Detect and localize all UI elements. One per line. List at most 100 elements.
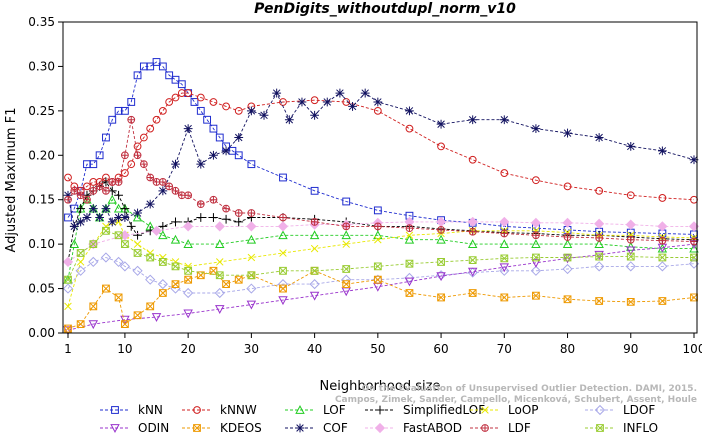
data-point [658, 236, 667, 245]
data-point [127, 160, 136, 169]
data-point [373, 97, 383, 107]
data-point [532, 291, 540, 300]
data-point [689, 243, 699, 253]
data-point [214, 221, 225, 232]
data-point [335, 88, 345, 98]
y-tick-label: 0.25 [28, 104, 55, 118]
data-point [563, 233, 572, 241]
data-point [234, 106, 243, 115]
legend-swatch-marker [193, 406, 201, 414]
data-point [146, 124, 155, 133]
data-point [196, 93, 205, 102]
data-point [562, 217, 573, 228]
data-point [297, 97, 307, 107]
legend-item-lof: LOF [285, 403, 346, 417]
data-point [531, 258, 541, 268]
data-point [62, 256, 74, 268]
series-layer [62, 58, 700, 336]
legend-item-fastabod: FastABOD [365, 421, 462, 434]
data-point [107, 217, 117, 227]
data-point [500, 229, 509, 238]
data-point [626, 252, 635, 261]
series-line-cof [67, 92, 695, 228]
data-point [184, 191, 193, 200]
data-point [132, 265, 143, 276]
x-tick-label: 1 [64, 342, 72, 356]
data-point [121, 151, 129, 160]
data-point [222, 204, 230, 213]
legend-item-ldof: LDOF [585, 403, 655, 417]
data-point [310, 186, 319, 195]
data-point [234, 209, 243, 217]
data-point [64, 173, 72, 182]
data-point [152, 115, 161, 124]
data-point [342, 222, 351, 231]
data-point [64, 195, 72, 204]
data-point [279, 266, 287, 275]
data-point [101, 204, 111, 213]
data-point [133, 230, 142, 240]
data-point [436, 119, 446, 129]
data-point [562, 263, 573, 275]
data-point [158, 289, 167, 297]
data-point [132, 212, 143, 222]
data-point [76, 204, 86, 213]
data-point [158, 230, 168, 240]
data-point [657, 261, 668, 272]
data-point [89, 302, 98, 311]
data-point [689, 155, 699, 165]
data-point [88, 256, 99, 268]
data-point [404, 234, 415, 244]
data-point [158, 178, 167, 186]
legend-swatch-marker [596, 424, 604, 432]
data-point [562, 239, 573, 249]
data-point [690, 237, 698, 246]
data-point [152, 58, 161, 66]
data-point [209, 213, 218, 222]
legend-item-inflo: INFLO [585, 421, 658, 434]
data-point [342, 240, 350, 248]
data-point [215, 271, 224, 280]
data-point [114, 231, 123, 240]
x-tick-label: 10 [117, 342, 132, 356]
data-point [499, 263, 510, 273]
data-point [133, 208, 142, 218]
data-point [563, 295, 572, 304]
data-point [563, 128, 572, 138]
data-point [246, 283, 257, 294]
data-point [171, 280, 180, 289]
axes-layer: 0.00 0.05 0.10 0.15 0.20 0.25 0.30 0.35 1 10 20 30 4… [28, 15, 702, 356]
legend-swatch-marker [481, 406, 489, 414]
data-point [247, 209, 256, 217]
data-point [342, 98, 351, 106]
data-point [499, 265, 510, 276]
data-point [151, 313, 162, 322]
data-point [222, 280, 230, 289]
data-point [107, 194, 117, 204]
series-line-kdeos [67, 270, 695, 330]
data-point [467, 216, 478, 228]
legend-label: LOF [323, 403, 346, 417]
data-point [246, 234, 257, 244]
data-point [404, 272, 415, 284]
data-point [64, 324, 72, 333]
data-point [76, 191, 85, 200]
data-point [209, 266, 218, 275]
data-point [171, 217, 180, 227]
series-line-loop [67, 221, 695, 307]
data-point [626, 142, 636, 151]
data-point [247, 271, 256, 280]
legend-label: COF [323, 421, 348, 434]
x-axis-label: Neighborhood size [320, 379, 441, 394]
data-point [184, 275, 193, 284]
data-point [468, 256, 477, 265]
data-point [215, 133, 224, 142]
data-point [595, 186, 604, 195]
data-point [594, 239, 604, 249]
data-point [373, 206, 382, 215]
data-point [209, 195, 218, 204]
data-point [532, 176, 540, 185]
data-point [373, 106, 382, 115]
x-tick-label: 30 [244, 342, 259, 356]
